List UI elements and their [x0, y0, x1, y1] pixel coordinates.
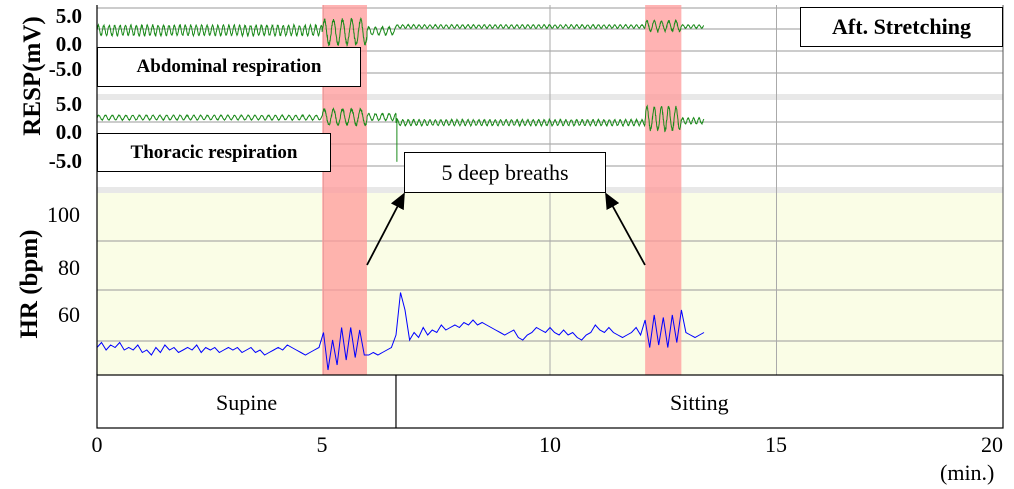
x-tick: 0 [77, 432, 117, 458]
abd-ytick: 5.0 [12, 6, 82, 26]
hr-ytick: 80 [30, 257, 80, 279]
state-sitting: Sitting [670, 390, 729, 416]
chart: RESP(mV) HR (bpm) 5.0 0.0 -5.0 5.0 0.0 -… [0, 0, 1014, 489]
x-tick: 15 [756, 432, 796, 458]
x-tick: 10 [530, 432, 570, 458]
deep-breaths-label: 5 deep breaths [404, 152, 606, 193]
tho-ytick: -5.0 [12, 151, 82, 171]
thoracic-label: Thoracic respiration [97, 133, 331, 172]
x-tick: 20 [972, 432, 1012, 458]
state-supine: Supine [216, 390, 277, 416]
condition-label: Aft. Stretching [800, 7, 1003, 47]
x-unit: (min.) [940, 460, 994, 486]
tho-ytick: 5.0 [12, 94, 82, 114]
x-tick: 5 [302, 432, 342, 458]
abdominal-label: Abdominal respiration [97, 47, 361, 87]
tho-ytick: 0.0 [12, 122, 82, 142]
abd-ytick: -5.0 [12, 59, 82, 79]
hr-ytick: 60 [30, 304, 80, 326]
abd-ytick: 0.0 [12, 34, 82, 54]
hr-axis-title: HR (bpm) [16, 209, 44, 359]
hr-ytick: 100 [30, 204, 80, 226]
